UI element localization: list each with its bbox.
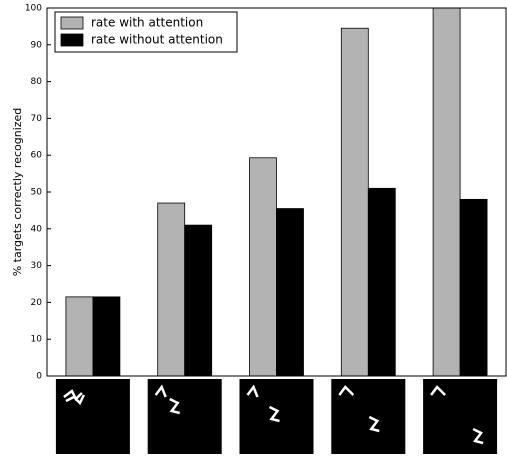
image-shape: [63, 389, 86, 406]
y-tick-label: 20: [31, 298, 43, 308]
bar: [340, 27, 369, 377]
stimulus-image: [147, 379, 222, 454]
bar: [276, 208, 304, 377]
image-shape: [154, 384, 181, 415]
image-background: [55, 379, 130, 454]
y-tick-label: 90: [31, 40, 43, 50]
bar: [157, 202, 186, 377]
y-tick-label: 70: [31, 114, 43, 124]
legend-label: rate without attention: [91, 33, 223, 47]
image-background: [239, 379, 314, 454]
image-background: [423, 379, 498, 454]
bar: [249, 157, 277, 377]
plot-frame: [46, 7, 507, 377]
y-tick-label: 100: [25, 4, 42, 14]
y-tick-label: 30: [31, 261, 43, 271]
y-tick-label: 50: [31, 188, 43, 198]
legend-swatch: [60, 16, 84, 30]
legend-swatch: [60, 33, 84, 47]
stimulus-image: [331, 379, 406, 454]
legend-label: rate with attention: [91, 16, 203, 30]
y-tick-label: 60: [31, 151, 43, 161]
y-tick-label: 10: [31, 335, 43, 345]
image-shape: [338, 385, 380, 433]
y-tick-label: 80: [31, 77, 43, 87]
stimulus-image: [423, 379, 498, 454]
bar: [184, 224, 213, 377]
image-background: [331, 379, 406, 454]
stimulus-image: [55, 379, 130, 454]
image-shape: [246, 384, 280, 423]
stimulus-image: [239, 379, 314, 454]
bar: [367, 187, 396, 377]
y-tick-label: 40: [31, 224, 43, 234]
bar: [92, 296, 121, 377]
bar: [432, 7, 461, 377]
legend-box: [54, 11, 238, 53]
y-tick-label: 0: [36, 372, 42, 382]
image-background: [147, 379, 222, 454]
y-axis-label: % targets correctly recognized: [11, 108, 24, 277]
bar: [459, 198, 488, 377]
image-shape: [430, 385, 484, 445]
bar: [65, 296, 94, 377]
